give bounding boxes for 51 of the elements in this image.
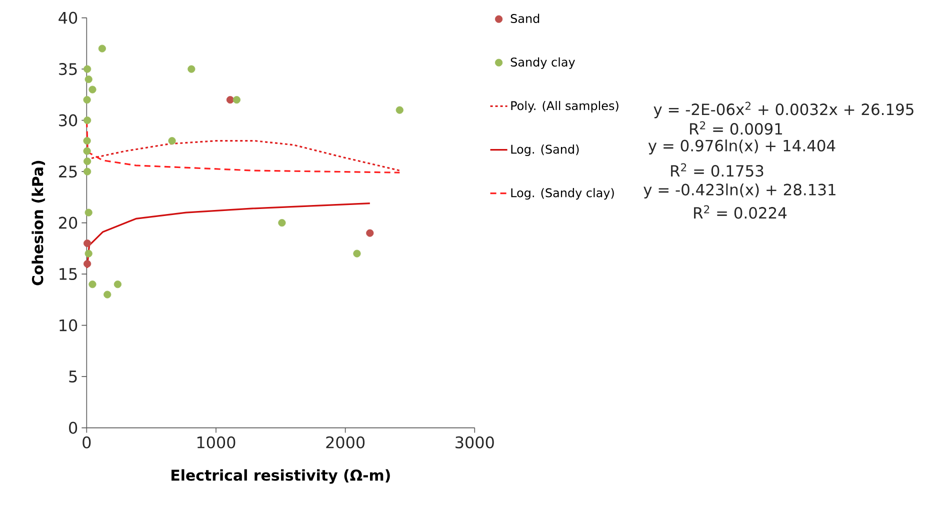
text: R$^{2}$ = 0.0091: [690, 121, 782, 135]
x-tick-label: 3000: [456, 436, 494, 448]
y-tick-label: 5: [69, 370, 77, 382]
point: [88, 86, 96, 94]
point: [84, 208, 92, 216]
y-tick-label: 15: [60, 268, 77, 280]
legend-label: Sand: [510, 14, 540, 24]
y-tick-label: 35: [59, 63, 77, 76]
point: [226, 96, 234, 104]
point: [104, 290, 112, 298]
point: [98, 44, 106, 52]
point: [83, 96, 91, 104]
text: R$^{2}$ = 0.0224: [694, 205, 787, 219]
point: [83, 147, 91, 155]
point: [84, 76, 92, 84]
point: [232, 96, 240, 104]
legend-label: Sandy clay: [510, 57, 575, 69]
legend-label: Log. (Sandy clay): [511, 188, 614, 200]
y-tick-label: 40: [58, 12, 78, 24]
x-axis-title: Electrical resistivity (Ω-m): [172, 469, 390, 484]
legend-label: Poly. (All samples): [511, 100, 618, 112]
point: [88, 280, 96, 288]
point: [84, 158, 92, 166]
text: y = 0.976ln(x) + 14.404: [648, 140, 836, 154]
text: y = -2E-06x$^{2}$ + 0.0032x + 26.195: [654, 102, 914, 118]
point: [84, 240, 92, 248]
y-tick-label: 10: [60, 319, 78, 332]
text: R$^{2}$ = 0.1753: [671, 163, 764, 177]
y-tick-label: 20: [59, 216, 78, 229]
x-tick-label: 0: [82, 436, 91, 448]
y-tick-label: 0: [69, 422, 78, 434]
x-tick-label: 1000: [197, 436, 236, 448]
y-tick-label: 25: [59, 166, 77, 178]
point: [84, 260, 92, 268]
y-tick-label: 30: [59, 114, 78, 126]
y-axis-title: Cohesion (kPa): [32, 160, 46, 286]
point: [366, 229, 374, 237]
x-tick-label: 2000: [326, 436, 365, 448]
point: [84, 250, 92, 258]
point: [353, 250, 361, 258]
text: y = -0.423ln(x) + 28.131: [644, 184, 836, 198]
point: [84, 65, 92, 73]
point: [396, 106, 404, 114]
point: [84, 116, 92, 124]
point: [278, 219, 286, 227]
point: [114, 280, 122, 288]
point: [84, 168, 92, 176]
legend-label: Log. (Sand): [511, 144, 579, 156]
point: [188, 65, 196, 73]
point: [83, 137, 91, 145]
point: [168, 137, 176, 145]
